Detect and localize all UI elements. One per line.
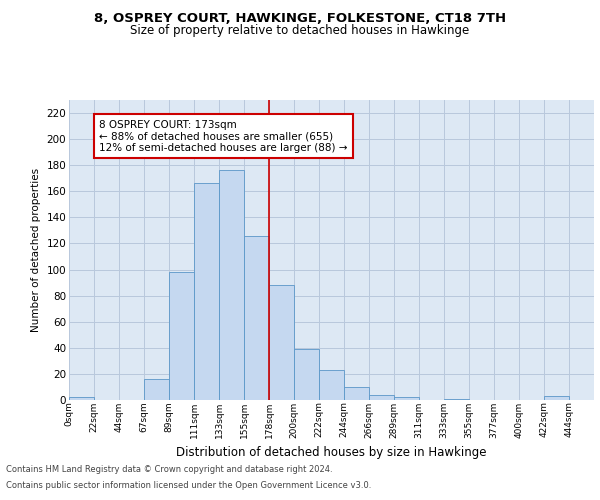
Bar	[394, 398, 419, 400]
Y-axis label: Number of detached properties: Number of detached properties	[31, 168, 41, 332]
Bar	[319, 370, 344, 400]
Bar	[369, 395, 394, 400]
Bar	[219, 170, 244, 400]
Text: 8 OSPREY COURT: 173sqm
← 88% of detached houses are smaller (655)
12% of semi-de: 8 OSPREY COURT: 173sqm ← 88% of detached…	[99, 120, 347, 153]
Bar	[294, 349, 319, 400]
Bar	[544, 396, 569, 400]
Text: Contains HM Land Registry data © Crown copyright and database right 2024.: Contains HM Land Registry data © Crown c…	[6, 465, 332, 474]
Bar	[194, 184, 219, 400]
Bar	[444, 398, 469, 400]
Bar	[144, 379, 169, 400]
Bar	[69, 398, 94, 400]
Bar	[269, 285, 294, 400]
X-axis label: Distribution of detached houses by size in Hawkinge: Distribution of detached houses by size …	[176, 446, 487, 459]
Bar	[244, 236, 269, 400]
Bar	[169, 272, 194, 400]
Text: Size of property relative to detached houses in Hawkinge: Size of property relative to detached ho…	[130, 24, 470, 37]
Text: Contains public sector information licensed under the Open Government Licence v3: Contains public sector information licen…	[6, 481, 371, 490]
Text: 8, OSPREY COURT, HAWKINGE, FOLKESTONE, CT18 7TH: 8, OSPREY COURT, HAWKINGE, FOLKESTONE, C…	[94, 12, 506, 26]
Bar	[344, 387, 369, 400]
